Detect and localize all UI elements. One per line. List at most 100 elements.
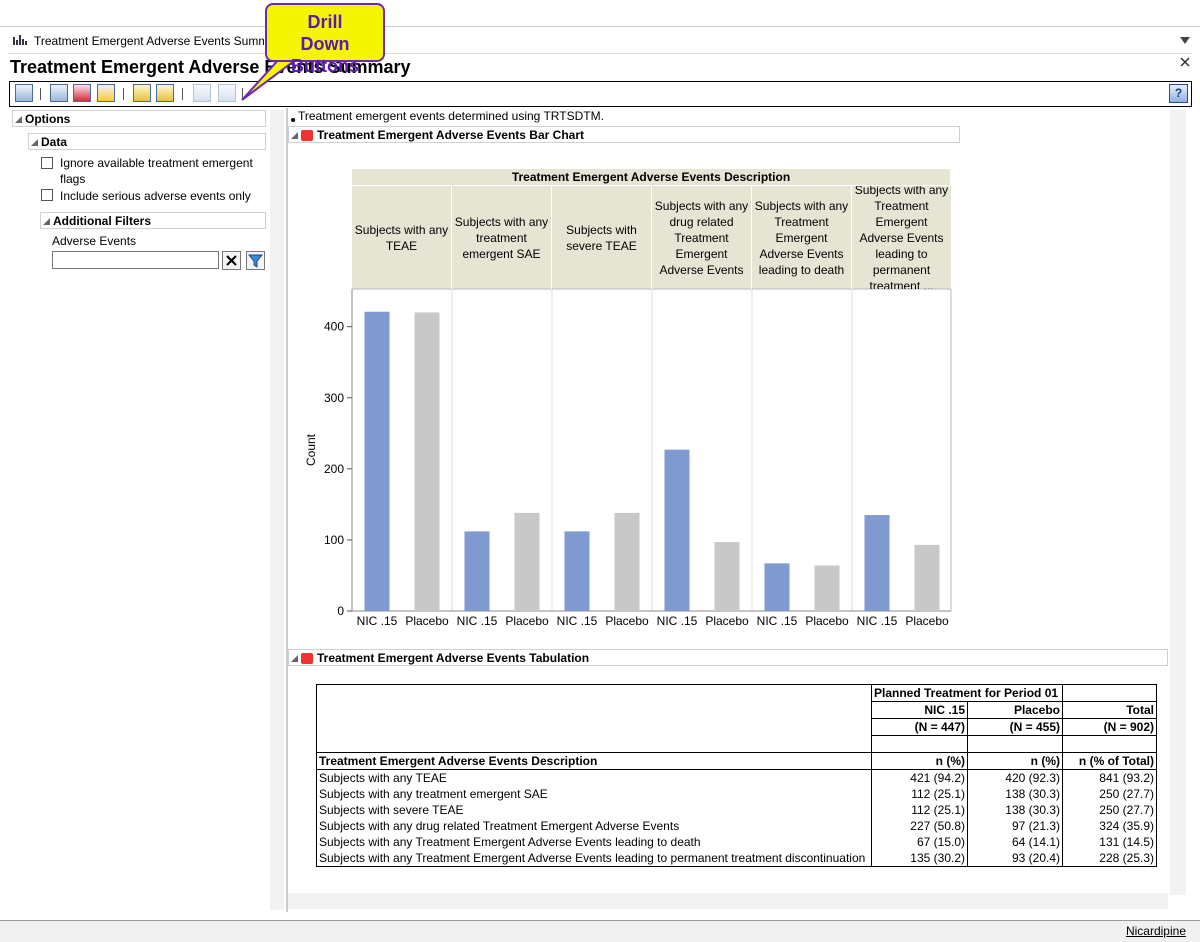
toolbar-button[interactable]: [50, 84, 68, 102]
bar: [615, 513, 640, 611]
empty-cell: [968, 736, 1063, 753]
toolbar-separator: [123, 88, 124, 100]
stat-label: n (%): [968, 753, 1063, 770]
chart-outline[interactable]: Treatment Emergent Adverse Events Bar Ch…: [288, 126, 960, 143]
toolbar-button[interactable]: [156, 84, 174, 102]
empty-cell: [872, 736, 968, 753]
table-outline[interactable]: Treatment Emergent Adverse Events Tabula…: [288, 649, 1168, 666]
app-icon: [13, 34, 29, 46]
x-tick-label: NIC .15: [657, 614, 698, 628]
y-tick-label: 400: [324, 320, 344, 334]
filter-label: Adverse Events: [52, 234, 136, 248]
column-header: Total: [1063, 702, 1157, 719]
x-tick-label: Placebo: [405, 614, 449, 628]
cell-value: 324 (35.9): [1063, 818, 1157, 834]
bar: [915, 545, 940, 611]
help-button[interactable]: ?: [1169, 84, 1188, 103]
x-tick-label: NIC .15: [457, 614, 498, 628]
panel-scrollbar[interactable]: [270, 110, 284, 910]
column-count: (N = 447): [872, 719, 968, 736]
x-tick-label: Placebo: [505, 614, 549, 628]
close-button[interactable]: [1180, 57, 1190, 67]
row-label: Subjects with any Treatment Emergent Adv…: [317, 850, 872, 867]
cell-value: 64 (14.1): [968, 834, 1063, 850]
row-label: Subjects with any drug related Treatment…: [317, 818, 872, 834]
bar: [365, 312, 390, 611]
report-scrollbar[interactable]: [1170, 110, 1186, 895]
group-header: Subjects with any treatment emergent SAE: [452, 186, 552, 289]
x-tick-label: NIC .15: [757, 614, 798, 628]
row-label: Subjects with any treatment emergent SAE: [317, 786, 872, 802]
column-count: (N = 902): [1063, 719, 1157, 736]
toolbar: [9, 81, 1192, 107]
group-header: Subjects with severe TEAE: [552, 186, 652, 289]
cell-value: 250 (27.7): [1063, 802, 1157, 818]
spanner: Planned Treatment for Period 01: [872, 685, 1063, 702]
filter-button[interactable]: [246, 251, 265, 270]
bar: [515, 513, 540, 611]
column-header: Placebo: [968, 702, 1063, 719]
bar: [415, 312, 440, 611]
chart-title: Treatment Emergent Adverse Events Bar Ch…: [317, 128, 584, 142]
data-header[interactable]: Data: [28, 133, 266, 150]
title-bar: Treatment Emergent Adverse Events Summar…: [8, 27, 1192, 54]
options-title: Options: [25, 112, 70, 126]
cell-value: 112 (25.1): [872, 802, 968, 818]
y-tick-label: 300: [324, 391, 344, 405]
note: Treatment emergent events determined usi…: [298, 109, 604, 123]
x-tick-label: Placebo: [805, 614, 849, 628]
x-tick-label: NIC .15: [557, 614, 598, 628]
y-axis-label: Count: [304, 433, 318, 466]
bar: [815, 566, 840, 611]
x-tick-label: Placebo: [705, 614, 749, 628]
group-header: Subjects with any TEAE: [352, 186, 452, 289]
group-header: Subjects with any Treatment Emergent Adv…: [852, 186, 952, 289]
filter-input[interactable]: [52, 251, 219, 269]
bar: [865, 515, 890, 611]
toolbar-separator: [182, 88, 183, 100]
bar: [715, 542, 740, 611]
toolbar-button[interactable]: [193, 84, 211, 102]
x-tick-label: NIC .15: [857, 614, 898, 628]
toolbar-button[interactable]: [97, 84, 115, 102]
x-tick-label: Placebo: [605, 614, 649, 628]
status-bar: Nicardipine: [0, 920, 1200, 942]
options-header[interactable]: Options: [12, 110, 266, 127]
cell-value: 227 (50.8): [872, 818, 968, 834]
menu-arrow[interactable]: [1180, 37, 1190, 45]
checkbox-label: Ignore available treatment emergent flag…: [60, 155, 260, 187]
checkbox-label: Include serious adverse events only: [60, 188, 260, 204]
toolbar-button[interactable]: [73, 84, 91, 102]
cell-value: 138 (30.3): [968, 786, 1063, 802]
clear-button[interactable]: [222, 251, 241, 270]
bar: [765, 563, 790, 611]
column-header: NIC .15: [872, 702, 968, 719]
table-title: Treatment Emergent Adverse Events Tabula…: [317, 651, 589, 665]
x-tick-label: NIC .15: [357, 614, 398, 628]
cell-value: 112 (25.1): [872, 786, 968, 802]
cell-value: 138 (30.3): [968, 802, 1063, 818]
toolbar-button[interactable]: [133, 84, 151, 102]
x-tick-label: Placebo: [905, 614, 949, 628]
cell-value: 228 (25.3): [1063, 850, 1157, 867]
horizontal-scrollbar[interactable]: [288, 893, 1168, 909]
checkbox[interactable]: [41, 157, 53, 169]
cell-value: 93 (20.4): [968, 850, 1063, 867]
toolbar-button[interactable]: [15, 84, 33, 102]
y-tick-label: 100: [324, 533, 344, 547]
row-label: Subjects with any TEAE: [317, 770, 872, 787]
cell-value: 97 (21.3): [968, 818, 1063, 834]
row-label: Subjects with severe TEAE: [317, 802, 872, 818]
filters-header[interactable]: Additional Filters: [40, 212, 266, 229]
row-header: Treatment Emergent Adverse Events Descri…: [317, 753, 872, 770]
empty-cell: [317, 685, 872, 753]
group-header: Subjects with any drug related Treatment…: [652, 186, 752, 289]
cell-value: 67 (15.0): [872, 834, 968, 850]
row-label: Subjects with any Treatment Emergent Adv…: [317, 834, 872, 850]
header-title: Treatment Emergent Adverse Events Descri…: [352, 169, 951, 186]
column-count: (N = 455): [968, 719, 1063, 736]
stat-label: n (% of Total): [1063, 753, 1157, 770]
checkbox[interactable]: [41, 189, 53, 201]
status-link[interactable]: Nicardipine: [1126, 924, 1186, 938]
